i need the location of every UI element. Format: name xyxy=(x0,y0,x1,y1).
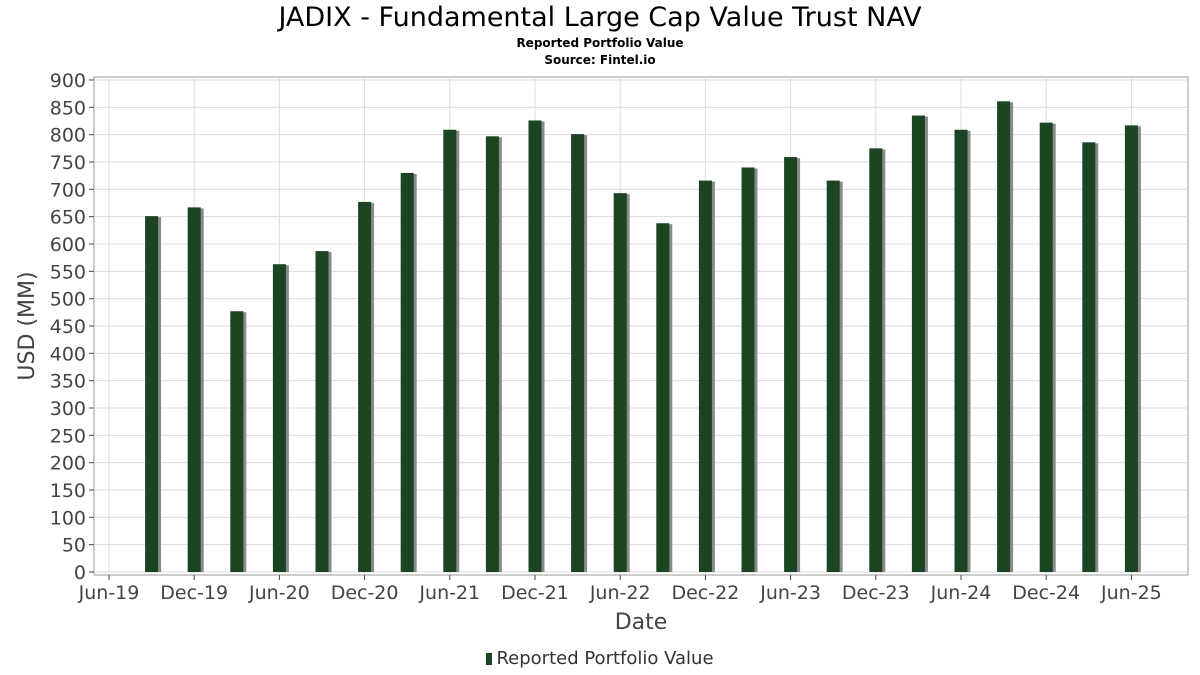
y-tick-label: 550 xyxy=(50,261,86,283)
y-tick-label: 100 xyxy=(50,507,86,529)
y-tick-label: 500 xyxy=(50,289,86,311)
bar xyxy=(145,216,159,572)
bar xyxy=(230,311,244,572)
y-tick-label: 650 xyxy=(50,207,86,229)
bar xyxy=(784,157,798,572)
bar xyxy=(485,136,499,572)
bar xyxy=(997,101,1011,572)
bar xyxy=(358,201,372,572)
x-tick-label: Dec-21 xyxy=(501,582,569,604)
bar xyxy=(272,264,286,572)
y-tick-label: 250 xyxy=(50,425,86,447)
y-tick-label: 850 xyxy=(50,97,86,119)
x-tick-label: Dec-22 xyxy=(671,582,739,604)
x-tick-label: Jun-21 xyxy=(418,582,480,604)
x-tick-label: Dec-20 xyxy=(331,582,399,604)
bar xyxy=(443,129,457,572)
x-tick-label: Jun-22 xyxy=(589,582,651,604)
y-tick-label: 150 xyxy=(50,480,86,502)
legend-swatch xyxy=(486,653,493,665)
x-tick-label: Jun-19 xyxy=(78,582,140,604)
bar xyxy=(400,172,414,572)
bar xyxy=(315,251,329,572)
y-tick-label: 200 xyxy=(50,453,86,475)
y-tick-label: 450 xyxy=(50,316,86,338)
bar xyxy=(869,148,883,573)
bar xyxy=(1039,122,1053,572)
bar xyxy=(826,180,840,572)
chart-title: JADIX - Fundamental Large Cap Value Trus… xyxy=(278,2,922,33)
x-tick-label: Jun-20 xyxy=(248,582,310,604)
bar xyxy=(954,129,968,572)
x-tick-label: Dec-23 xyxy=(842,582,910,604)
bar xyxy=(187,207,201,572)
x-tick-label: Jun-25 xyxy=(1100,582,1162,604)
x-tick-label: Jun-23 xyxy=(759,582,821,604)
y-axis-ticks: 0 50 100 150 200 250 300 350 400 450 500 550 600 650 7… xyxy=(50,70,94,584)
x-tick-label: Dec-24 xyxy=(1012,582,1080,604)
bar xyxy=(571,134,585,572)
y-tick-label: 700 xyxy=(50,179,86,201)
bar xyxy=(613,193,627,572)
y-tick-label: 800 xyxy=(50,125,86,147)
y-axis-label: USD (MM) xyxy=(15,271,40,380)
x-tick-label: Jun-24 xyxy=(930,582,992,604)
bar xyxy=(1124,125,1138,572)
y-tick-label: 50 xyxy=(62,535,86,557)
x-axis-label: Date xyxy=(615,610,668,635)
legend: Reported Portfolio Value xyxy=(0,648,1200,669)
bar xyxy=(741,167,755,572)
bar-series xyxy=(145,101,1141,573)
bar xyxy=(656,223,670,572)
y-tick-label: 400 xyxy=(50,343,86,365)
bar xyxy=(911,115,925,573)
x-tick-label: Dec-19 xyxy=(160,582,228,604)
bar xyxy=(528,120,542,572)
y-tick-label: 600 xyxy=(50,234,86,256)
bar xyxy=(1082,142,1096,572)
chart-subtitle: Reported Portfolio Value xyxy=(516,36,684,50)
bar xyxy=(698,180,712,572)
y-tick-label: 900 xyxy=(50,70,86,92)
legend-label: Reported Portfolio Value xyxy=(496,648,714,669)
chart-source: Source: Fintel.io xyxy=(544,53,656,67)
y-tick-label: 0 xyxy=(74,562,86,584)
y-tick-label: 300 xyxy=(50,398,86,420)
x-axis-ticks: Jun-19 Dec-19 Jun-20 Dec-20 Jun-21 Dec-21 Jun-… xyxy=(78,575,1162,604)
y-tick-label: 750 xyxy=(50,152,86,174)
y-tick-label: 350 xyxy=(50,371,86,393)
